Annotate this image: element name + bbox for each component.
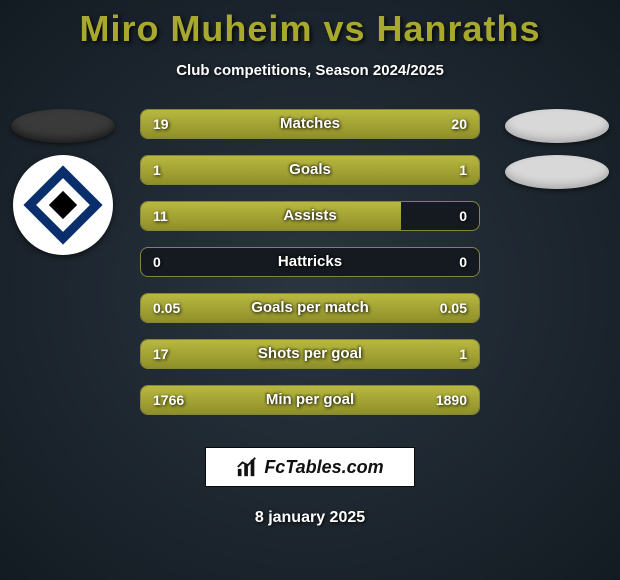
date-text: 8 january 2025: [0, 509, 620, 527]
stat-label: Hattricks: [141, 248, 479, 276]
right-player-oval-1: [505, 109, 609, 143]
brand-box[interactable]: FcTables.com: [205, 447, 415, 487]
page-title: Miro Muheim vs Hanraths: [0, 0, 620, 50]
stat-row: 171Shots per goal: [140, 339, 480, 369]
comparison-area: 1920Matches 11Goals 110Assists 00Hattricks 0…: [0, 109, 620, 429]
stat-label: Matches: [141, 110, 479, 138]
left-player-oval: [11, 109, 115, 143]
stat-row: 1920Matches: [140, 109, 480, 139]
stat-label: Assists: [141, 202, 479, 230]
chart-icon: [236, 456, 258, 478]
stat-label: Min per goal: [141, 386, 479, 414]
left-player-column: [8, 109, 118, 255]
stat-row: 17661890Min per goal: [140, 385, 480, 415]
stat-label: Goals: [141, 156, 479, 184]
right-player-column: [502, 109, 612, 201]
stat-row: 0.050.05Goals per match: [140, 293, 480, 323]
stat-row: 110Assists: [140, 201, 480, 231]
right-player-oval-2: [505, 155, 609, 189]
club-diamond-icon: [23, 165, 102, 244]
left-club-badge: [13, 155, 113, 255]
stat-row: 11Goals: [140, 155, 480, 185]
stat-bars: 1920Matches 11Goals 110Assists 00Hattricks 0…: [140, 109, 480, 431]
subtitle: Club competitions, Season 2024/2025: [0, 62, 620, 79]
brand-text: FcTables.com: [264, 457, 383, 478]
stat-row: 00Hattricks: [140, 247, 480, 277]
stat-label: Goals per match: [141, 294, 479, 322]
stat-label: Shots per goal: [141, 340, 479, 368]
